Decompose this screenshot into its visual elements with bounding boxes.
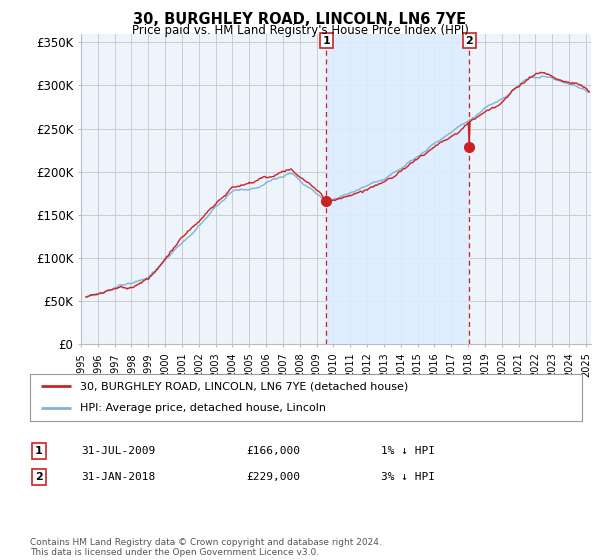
- Text: £166,000: £166,000: [246, 446, 300, 456]
- Text: Contains HM Land Registry data © Crown copyright and database right 2024.
This d: Contains HM Land Registry data © Crown c…: [30, 538, 382, 557]
- Text: 31-JUL-2009: 31-JUL-2009: [81, 446, 155, 456]
- Text: 2: 2: [35, 472, 43, 482]
- Text: Price paid vs. HM Land Registry's House Price Index (HPI): Price paid vs. HM Land Registry's House …: [131, 24, 469, 36]
- Text: 30, BURGHLEY ROAD, LINCOLN, LN6 7YE: 30, BURGHLEY ROAD, LINCOLN, LN6 7YE: [133, 12, 467, 27]
- Text: 31-JAN-2018: 31-JAN-2018: [81, 472, 155, 482]
- Text: 1: 1: [35, 446, 43, 456]
- Text: 2: 2: [466, 35, 473, 45]
- Text: £229,000: £229,000: [246, 472, 300, 482]
- Text: 1% ↓ HPI: 1% ↓ HPI: [381, 446, 435, 456]
- Text: 30, BURGHLEY ROAD, LINCOLN, LN6 7YE (detached house): 30, BURGHLEY ROAD, LINCOLN, LN6 7YE (det…: [80, 381, 408, 391]
- Bar: [326, 34, 469, 344]
- Text: HPI: Average price, detached house, Lincoln: HPI: Average price, detached house, Linc…: [80, 403, 326, 413]
- Text: 1: 1: [323, 35, 330, 45]
- Text: 3% ↓ HPI: 3% ↓ HPI: [381, 472, 435, 482]
